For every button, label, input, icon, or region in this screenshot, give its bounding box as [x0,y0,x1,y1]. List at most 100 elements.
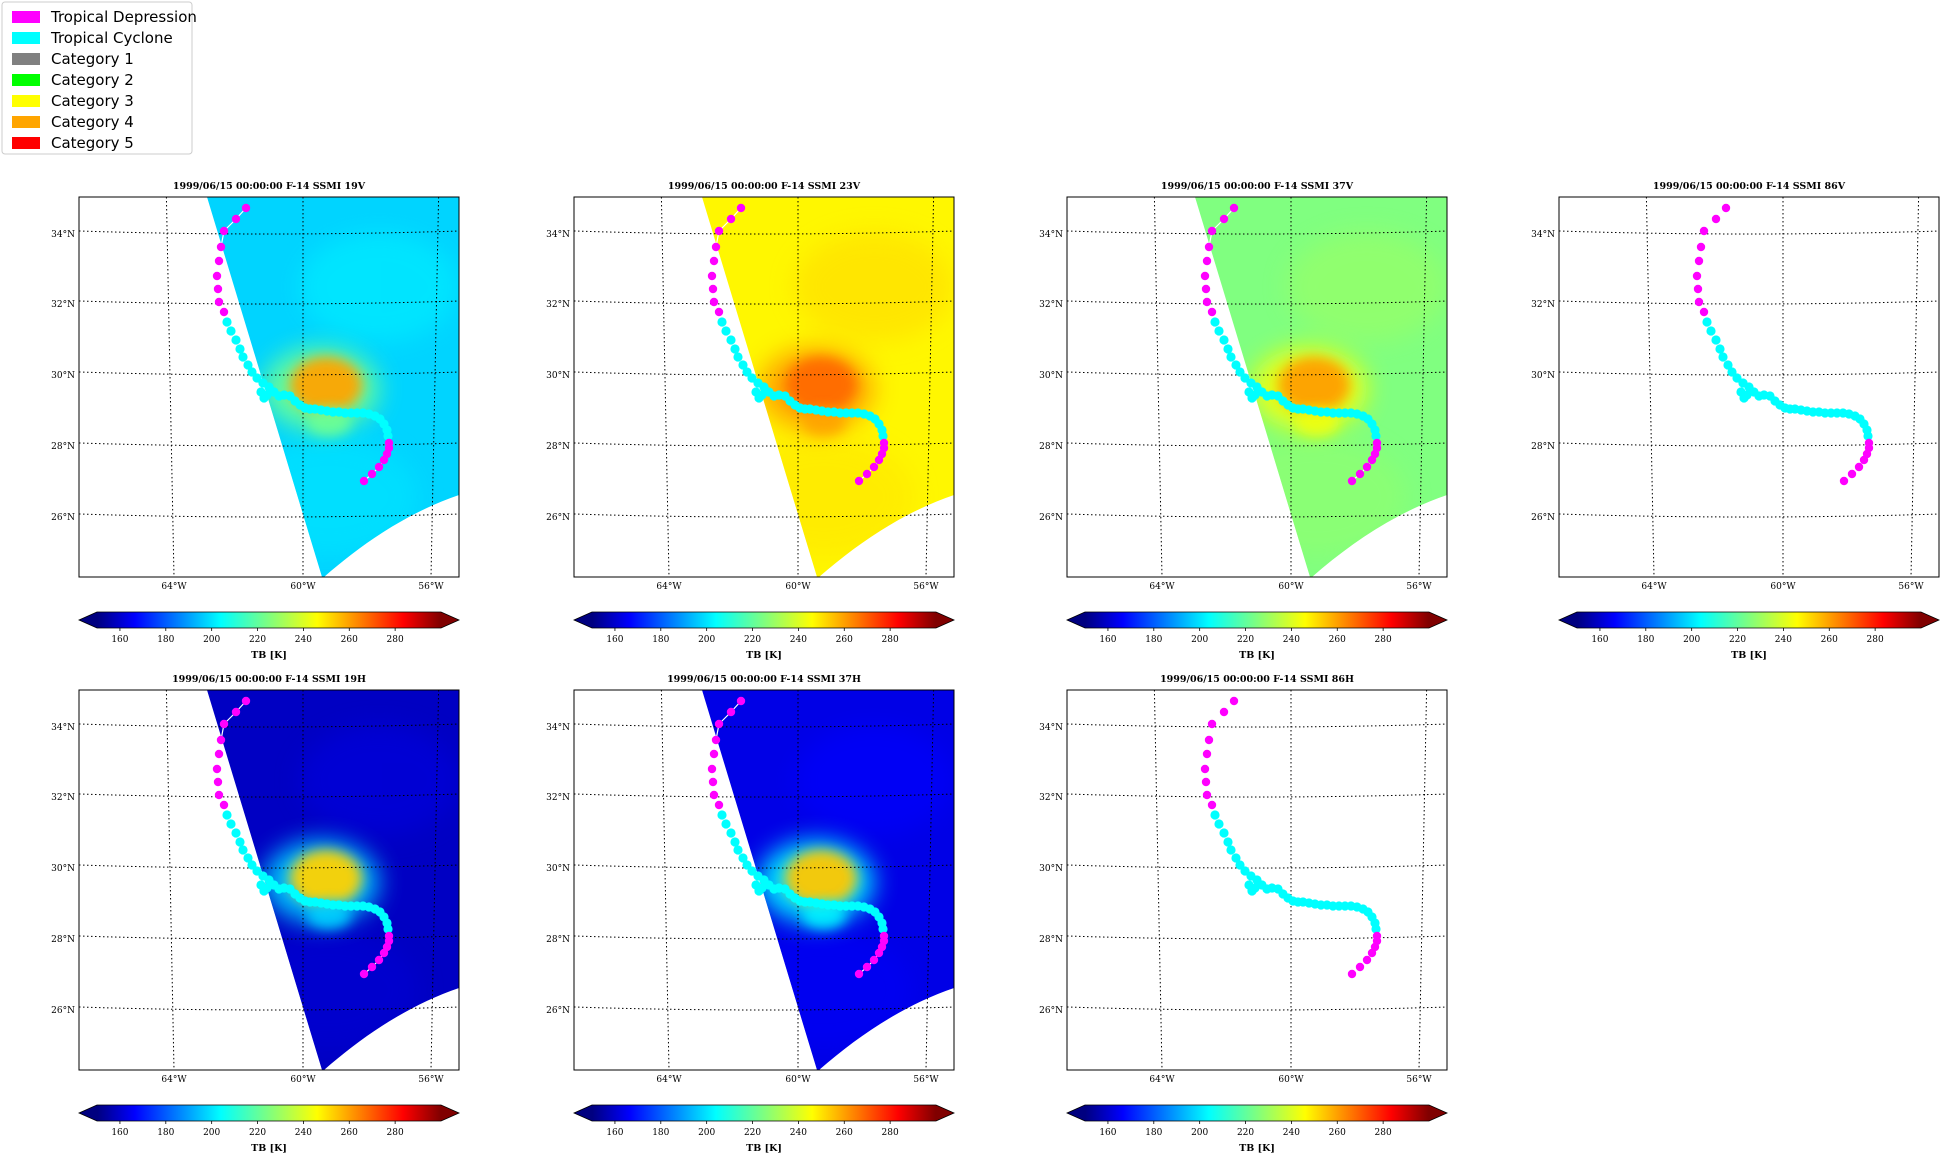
colorbar-tick-label: 260 [1329,635,1346,645]
track-point [878,924,888,934]
storm-track [1692,203,1874,486]
map-panel-37v: 1999/06/15 00:00:00 F-14 SSMI 37V 34°N 32°… [1039,181,1448,661]
track-point [1231,853,1241,863]
track-point [1347,476,1357,486]
track-point [214,749,224,759]
track-point [707,764,717,774]
track-point [854,476,864,486]
lon-tick-label: 60°W [290,582,316,592]
colorbar-tick-label: 200 [1191,1128,1208,1138]
map-frame [573,689,955,1071]
track-point [1702,317,1712,327]
colorbar-tick-label: 180 [1145,635,1162,645]
lat-tick-label: 30°N [1531,371,1555,381]
colorbar-tick-label: 240 [790,1128,807,1138]
track-point [1231,360,1241,370]
track-point [1207,307,1217,317]
lat-tick-label: 34°N [546,230,570,240]
colorbar-extend-high [936,1105,954,1121]
graticule [79,690,459,1070]
lon-tick-label: 64°W [1641,582,1667,592]
track-point [1371,431,1381,441]
track-point [1347,969,1357,979]
colorbar-tick-label: 220 [1237,635,1254,645]
track-point [231,214,241,224]
track-point [1711,335,1721,345]
track-point [874,948,884,958]
track-point [721,326,731,336]
track-point [862,962,872,972]
track-point [1367,455,1377,465]
track-point [216,735,226,745]
colorbar-extend-low [1067,612,1085,628]
lat-tick-label: 26°N [1039,513,1063,523]
colorbar-tick-label: 240 [295,635,312,645]
track-point [711,735,721,745]
storm-track [212,203,394,486]
colorbar-ramp [1085,1105,1429,1121]
track-point [1692,271,1702,281]
legend-swatch [12,11,40,23]
colorbar-tick-label: 180 [157,1128,174,1138]
lat-tick-label: 28°N [546,442,570,452]
track-point [1839,476,1849,486]
track-point [1219,707,1229,717]
colorbar-tick-label: 260 [341,635,358,645]
track-point [1207,719,1217,729]
track-point [383,431,393,441]
legend-label: Category 3 [51,92,134,110]
track-point [1367,948,1377,958]
colorbar: 160 180 200 220 240 260 280 TB [K] [1066,1104,1448,1154]
colorbar-tick-label: 280 [1867,635,1884,645]
legend-label: Tropical Depression [50,8,197,26]
colorbar-tick-label: 220 [1729,635,1746,645]
colorbar-tick-label: 240 [295,1128,312,1138]
colorbar-tick-label: 160 [606,1128,623,1138]
track-point [214,256,224,266]
track-point [1201,284,1211,294]
track-point [1223,837,1233,847]
colorbar-extend-high [441,612,459,628]
track-point [708,284,718,294]
colorbar-tick-label: 240 [1775,635,1792,645]
map-frame [1066,689,1448,1071]
track-point [709,256,719,266]
colorbar-extend-high [1921,612,1939,628]
colorbar-extend-high [936,612,954,628]
track-point [1699,307,1709,317]
lat-tick-label: 26°N [546,513,570,523]
track-point [213,284,223,294]
colorbar-extend-low [79,612,97,628]
colorbar-extend-low [79,1105,97,1121]
track-point [709,749,719,759]
lat-tick-label: 34°N [546,723,570,733]
colorbar-label: TB [K] [1239,1143,1275,1154]
track-point [383,924,393,934]
legend-swatch [12,32,40,44]
track-point [1355,962,1365,972]
panel-grid: 1999/06/15 00:00:00 F-14 SSMI 19V 34°N 32°… [51,181,1940,1154]
track-point [219,800,229,810]
legend-label: Category 2 [51,71,134,89]
track-point [738,853,748,863]
track-point [1739,393,1749,403]
lat-tick-label: 34°N [1039,723,1063,733]
track-point [1362,462,1372,472]
colorbar-tick-label: 160 [606,635,623,645]
lat-tick-label: 28°N [1531,442,1555,452]
colorbar-tick-label: 200 [698,635,715,645]
colorbar: 160 180 200 220 240 260 280 TB [K] [78,1104,460,1154]
track-point [1229,696,1239,706]
track-point [1226,352,1236,362]
map-panel-23v: 1999/06/15 00:00:00 F-14 SSMI 23V 34°N 32°… [546,181,955,661]
lat-tick-label: 32°N [1039,793,1063,803]
colorbar-tick-label: 220 [744,1128,761,1138]
colorbar: 160 180 200 220 240 260 280 TB [K] [1066,611,1448,661]
lat-tick-label: 26°N [51,1006,75,1016]
track-point [241,203,251,213]
map-panel-37h: 1999/06/15 00:00:00 F-14 SSMI 37H 34°N 32°… [546,674,955,1154]
legend-item: Tropical Cyclone [12,29,173,47]
legend-item: Category 1 [12,50,134,68]
graticule [79,197,459,577]
